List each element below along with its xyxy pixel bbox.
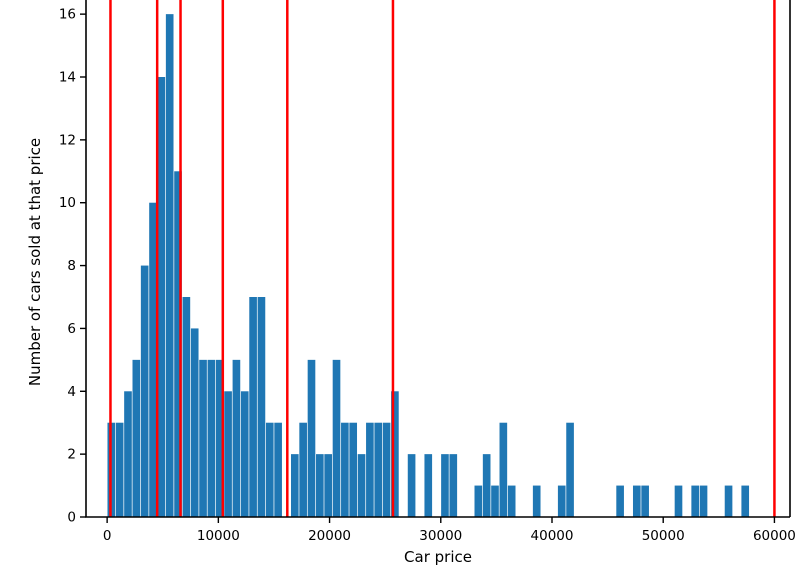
histogram-bar: [391, 391, 399, 517]
histogram-bar: [741, 485, 750, 517]
x-tick-label: 10000: [197, 528, 240, 544]
histogram-bar: [316, 454, 324, 517]
y-axis-label: Number of cars sold at that price: [26, 137, 44, 387]
histogram-bar: [641, 485, 649, 517]
histogram-bar: [149, 202, 157, 517]
histogram-bar: [407, 454, 416, 517]
y-tick-label: 16: [59, 7, 76, 23]
histogram-bar: [174, 171, 182, 518]
histogram-bar: [691, 485, 700, 517]
x-axis-label: Car price: [404, 548, 472, 566]
histogram-bar: [115, 422, 124, 517]
histogram-bar: [224, 391, 232, 517]
histogram-bar: [182, 297, 191, 517]
histogram-bar: [332, 359, 341, 517]
histogram-bar: [132, 359, 141, 517]
histogram-bar: [357, 454, 366, 517]
x-tick-label: 0: [103, 528, 112, 544]
y-tick-label: 2: [67, 447, 76, 463]
histogram-bar: [474, 485, 483, 517]
histogram-bar: [349, 422, 358, 517]
histogram-bar: [557, 485, 566, 517]
histogram-bar: [249, 297, 257, 517]
histogram-bar: [532, 485, 541, 517]
histogram-bar: [674, 485, 683, 517]
histogram-bar: [232, 359, 241, 517]
y-tick-label: 0: [67, 510, 76, 526]
histogram-bar: [165, 14, 174, 517]
histogram-bar: [566, 422, 574, 517]
histogram-bar: [382, 422, 391, 517]
y-tick-label: 6: [67, 321, 76, 337]
histogram-bar: [374, 422, 383, 517]
x-tick-label: 50000: [642, 528, 685, 544]
histogram-bar: [299, 422, 307, 517]
y-tick-label: 10: [59, 195, 76, 211]
histogram-bar: [199, 359, 207, 517]
histogram-bar: [724, 485, 733, 517]
histogram-bar: [491, 485, 499, 517]
histogram-bar: [341, 422, 349, 517]
histogram-bar: [424, 454, 433, 517]
histogram-bar: [507, 485, 516, 517]
histogram-bar: [140, 265, 149, 517]
histogram-bar: [499, 422, 508, 517]
x-tick-label: 40000: [531, 528, 574, 544]
histogram-bar: [190, 328, 199, 517]
histogram-bar: [441, 454, 449, 517]
histogram-bar: [257, 297, 266, 517]
x-tick-label: 30000: [419, 528, 462, 544]
y-tick-label: 12: [59, 132, 76, 148]
histogram-bar: [616, 485, 624, 517]
y-tick-label: 14: [59, 70, 76, 86]
x-tick-label: 60000: [753, 528, 796, 544]
y-tick-label: 4: [67, 384, 76, 400]
histogram-bar: [215, 359, 224, 517]
histogram-bar: [699, 485, 708, 517]
histogram-bar: [265, 422, 274, 517]
histogram-bar: [240, 391, 249, 517]
histogram-bar: [290, 454, 299, 517]
histogram-bar: [274, 422, 282, 517]
histogram-bar: [482, 454, 491, 517]
histogram-bar: [324, 454, 332, 517]
histogram-bar: [449, 454, 458, 517]
histogram-bar: [207, 359, 216, 517]
histogram-bar: [366, 422, 374, 517]
histogram-bar: [632, 485, 641, 517]
histogram-bar: [124, 391, 132, 517]
y-tick-label: 8: [67, 258, 76, 274]
histogram-bar: [307, 359, 316, 517]
histogram-bar: [157, 77, 166, 517]
x-tick-label: 20000: [308, 528, 351, 544]
